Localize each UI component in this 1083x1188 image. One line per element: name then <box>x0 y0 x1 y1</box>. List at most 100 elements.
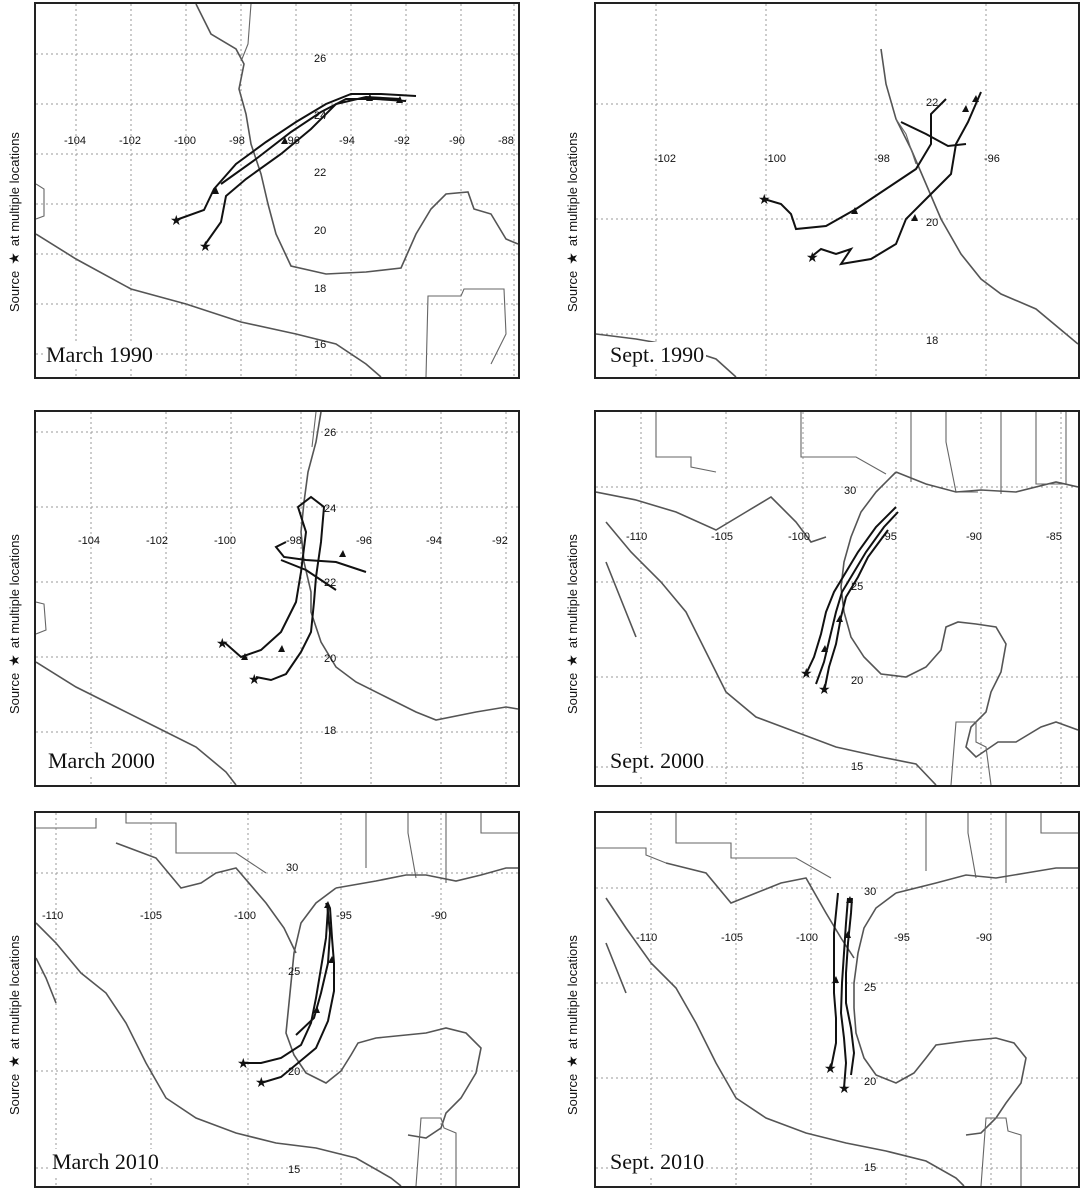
source-star-icon: ★ <box>806 249 819 265</box>
lon-label: -92 <box>492 535 508 547</box>
lon-label: -94 <box>426 535 442 547</box>
west-coast <box>36 601 47 635</box>
triangle-marker-icon <box>313 1006 320 1013</box>
source-star-icon: ★ <box>838 1080 851 1096</box>
lon-tick-labels: -104 -102 -100 -98 -96 -94 -92 -90 -88 <box>64 135 514 147</box>
side-label: Source ★ at multiple locations <box>6 132 23 312</box>
lon-label: -95 <box>336 910 352 922</box>
lat-label: 15 <box>851 761 863 773</box>
lon-label: -104 <box>78 535 100 547</box>
source-star-icon: ★ <box>800 665 813 681</box>
map-frame: ★ ★ -104 -102 -100 -98 -96 -94 -92 -90 -… <box>34 2 520 379</box>
panel-sept-2000: Source ★ at multiple locations ★ <box>558 402 1083 787</box>
triangle-marker-icon <box>324 901 331 908</box>
triangle-marker-icon <box>241 653 248 660</box>
side-label-suffix: at multiple locations <box>565 534 580 649</box>
map-frame: ★ ★ -104 -102 -100 -98 -96 -94 -92 26 24… <box>34 410 520 787</box>
triangle-marker-icon <box>281 137 288 144</box>
lat-label: 18 <box>314 283 326 295</box>
trajectory-2 <box>203 95 402 247</box>
lon-tick-labels: -110 -105 -100 -95 -90 <box>636 932 992 944</box>
west-coast <box>36 183 45 220</box>
trajectories <box>243 902 335 1084</box>
trajectory-markers: ★ ★ <box>216 550 346 687</box>
lon-label: -110 <box>626 531 647 543</box>
star-icon: ★ <box>564 654 580 667</box>
coastline <box>853 867 1078 1136</box>
baja-coast <box>605 521 937 785</box>
trajectory-markers: ★ ★ <box>237 901 335 1090</box>
triangle-marker-icon <box>911 214 918 221</box>
lat-label: 25 <box>288 966 300 978</box>
side-label-source: Source <box>565 270 580 312</box>
triangle-marker-icon <box>832 976 839 983</box>
star-icon: ★ <box>6 1055 22 1068</box>
lat-label: 30 <box>864 886 876 898</box>
lat-tick-labels: 26 24 22 20 18 <box>324 427 336 737</box>
trajectory-3 <box>845 897 856 1076</box>
baja-coast <box>605 897 965 1186</box>
lon-label: -90 <box>449 135 465 147</box>
map-frame: ★ ★ -110 -105 -100 -95 -90 -85 30 25 20 … <box>594 410 1080 787</box>
guatemala-border <box>415 1117 457 1186</box>
side-label: Source ★ at multiple locations <box>6 534 23 714</box>
side-label-source: Source <box>565 1073 580 1115</box>
lat-tick-labels: 30 25 20 15 <box>864 886 876 1174</box>
lon-label: -96 <box>284 135 300 147</box>
trajectory-markers: ★ ★ <box>824 896 853 1096</box>
trajectory-1 <box>223 495 326 682</box>
lat-label: 22 <box>314 167 326 179</box>
lat-label: 20 <box>314 225 326 237</box>
triangle-marker-icon <box>366 94 373 101</box>
side-label-suffix: at multiple locations <box>7 132 22 247</box>
map-march-1990: ★ ★ -104 -102 -100 -98 -96 -94 -92 -90 -… <box>36 4 518 377</box>
lon-tick-labels: -110 -105 -100 -95 -90 -85 <box>626 531 1062 543</box>
coastline <box>285 867 518 1139</box>
lon-label: -105 <box>711 531 733 543</box>
lat-label: 24 <box>314 110 326 122</box>
lon-label: -110 <box>636 932 657 944</box>
panel-title: March 2010 <box>50 1149 161 1175</box>
panel-title: March 2000 <box>46 748 157 774</box>
guatemala-border <box>980 1117 1022 1186</box>
lon-label: -98 <box>229 135 245 147</box>
map-march-2000: ★ ★ -104 -102 -100 -98 -96 -94 -92 26 24… <box>36 412 518 785</box>
star-icon: ★ <box>6 654 22 667</box>
lat-label: 24 <box>324 503 336 515</box>
lon-label: -110 <box>42 910 63 922</box>
source-star-icon: ★ <box>818 681 831 697</box>
lon-label: -100 <box>764 153 786 165</box>
lon-label: -96 <box>984 153 1000 165</box>
panel-march-2010: Source ★ at multiple locations ★ <box>0 803 525 1188</box>
lon-tick-labels: -110 -105 -100 -95 -90 <box>42 910 447 922</box>
gridlines <box>36 4 518 377</box>
lon-label: -102 <box>119 135 141 147</box>
triangle-marker-icon <box>836 615 843 622</box>
panel-sept-2010: Source ★ at multiple locations ★ <box>558 803 1083 1188</box>
trajectory-2 <box>815 511 899 685</box>
lon-label: -100 <box>788 531 810 543</box>
trajectory-3 <box>295 902 332 1036</box>
lat-tick-labels: 22 20 18 <box>926 97 938 347</box>
lat-tick-labels: 26 24 22 20 18 16 <box>314 53 326 351</box>
trajectory-1 <box>175 93 417 221</box>
trajectories <box>763 91 982 266</box>
map-frame: ★ ★ -110 -105 -100 -95 -90 30 25 20 15 S… <box>594 811 1080 1188</box>
side-label: Source ★ at multiple locations <box>564 534 581 714</box>
trajectories <box>223 495 367 682</box>
us-border <box>241 4 252 60</box>
lat-label: 20 <box>864 1076 876 1088</box>
lon-label: -88 <box>498 135 514 147</box>
pacific-coast <box>36 233 382 377</box>
side-label: Source ★ at multiple locations <box>564 935 581 1115</box>
trajectory-1 <box>830 892 839 1069</box>
triangle-marker-icon <box>846 896 853 903</box>
guatemala-border <box>950 721 992 785</box>
lat-tick-labels: 30 25 20 15 <box>844 485 863 773</box>
star-icon: ★ <box>564 1055 580 1068</box>
us-border <box>895 118 917 165</box>
trajectory-1 <box>243 902 330 1064</box>
triangle-marker-icon <box>328 956 335 963</box>
us-mexico-border <box>665 862 855 959</box>
trajectory-markers: ★ ★ <box>758 95 979 265</box>
